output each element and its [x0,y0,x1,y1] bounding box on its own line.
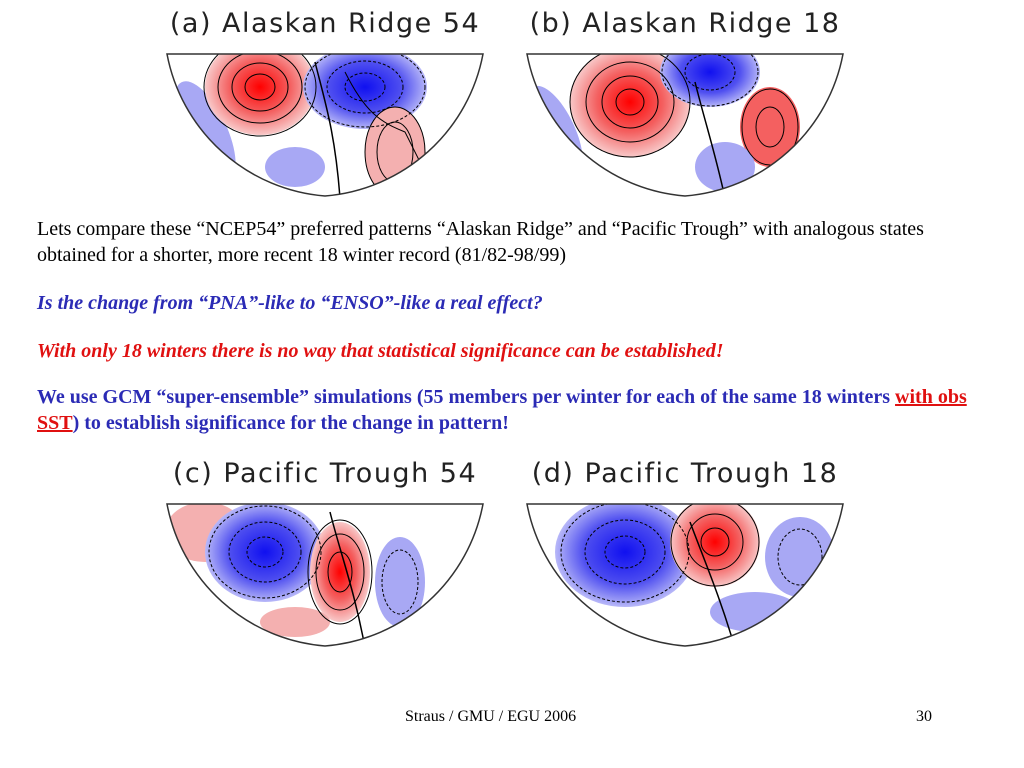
map-panel-pacific-trough-18: (d) Pacific Trough 18 [525,458,845,648]
method-text-start: We use GCM “super-ensemble” simulations … [37,386,896,408]
panel-title: (d) Pacific Trough 18 [531,458,839,489]
significance-warning: With only 18 winters there is no way tha… [37,340,724,362]
panel-title: (c) Pacific Trough 54 [172,458,478,489]
question-paragraph: Is the change from “PNA”-like to “ENSO”-… [37,292,543,314]
hemispheric-map-b [526,53,844,197]
footer-credit: Straus / GMU / EGU 2006 [405,708,577,725]
method-text-end: ) to establish significance for the chan… [72,412,509,434]
method-paragraph: We use GCM “super-ensemble” simulations … [37,384,987,436]
panel-title: (b) Alaskan Ridge 18 [529,8,841,39]
hemispheric-map-c [166,503,484,647]
hemispheric-map-a [166,53,484,197]
intro-paragraph: Lets compare these “NCEP54” preferred pa… [37,218,924,266]
slide-number: 30 [916,708,932,725]
map-panel-alaskan-ridge-18: (b) Alaskan Ridge 18 [525,8,845,198]
hemispheric-map-d [526,503,844,647]
obs-sst-emphasis: with obs SST [37,386,967,434]
map-panel-pacific-trough-54: (c) Pacific Trough 54 [165,458,485,648]
map-panel-alaskan-ridge-54: (a) Alaskan Ridge 54 [165,8,485,198]
panel-title: (a) Alaskan Ridge 54 [169,8,481,39]
